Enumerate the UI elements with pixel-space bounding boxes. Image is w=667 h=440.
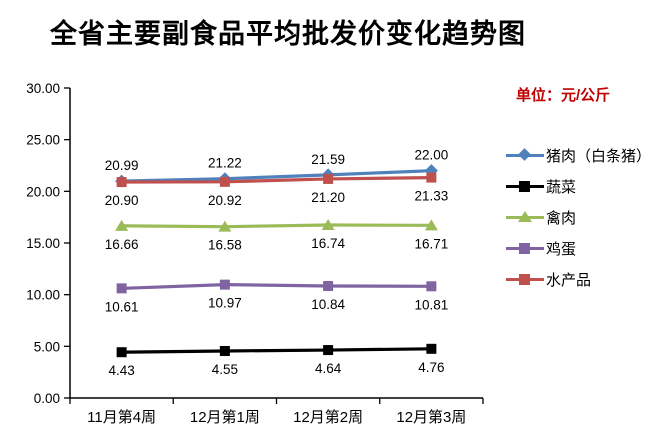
data-label: 10.97: [208, 296, 242, 311]
legend-marker-square-icon: [519, 180, 530, 192]
data-label: 16.66: [105, 237, 139, 252]
marker-square: [426, 172, 437, 183]
marker-triangle: [115, 219, 129, 231]
series-line-3: [121, 283, 432, 290]
data-label: 20.90: [105, 193, 139, 208]
marker-square: [323, 280, 334, 291]
marker-square: [426, 343, 437, 354]
series-line-2: [121, 223, 432, 229]
legend-key-square-icon: [506, 179, 544, 193]
series-line-4: [121, 175, 432, 184]
marker-triangle: [424, 219, 438, 231]
legend-key-diamond-icon: [506, 148, 544, 162]
data-label: 4.43: [108, 363, 134, 378]
legend-item: 水产品: [506, 268, 666, 290]
series-line-1: [121, 347, 432, 354]
y-tick-label: 5.00: [34, 339, 60, 354]
legend-label: 猪肉（白条猪）: [546, 147, 652, 165]
y-tick-label: 10.00: [26, 288, 60, 303]
data-label: 4.76: [418, 360, 444, 375]
legend-item: 蔬菜: [506, 175, 666, 197]
y-tick-label: 25.00: [26, 133, 60, 148]
marker-square: [219, 345, 230, 356]
chart-title: 全省主要副食品平均批发价变化趋势图: [50, 19, 526, 49]
legend-marker-square-icon: [519, 273, 530, 285]
series-line-0: [121, 169, 432, 183]
y-tick-label: 20.00: [26, 184, 60, 199]
legend-key-square-icon: [506, 272, 544, 286]
marker-square: [116, 177, 127, 188]
data-label: 21.59: [311, 152, 345, 167]
legend-label: 鸡蛋: [546, 240, 577, 258]
data-label: 10.61: [105, 299, 139, 314]
data-label: 16.58: [208, 238, 242, 253]
legend-marker-diamond-icon: [518, 148, 531, 161]
legend: 猪肉（白条猪） 蔬菜禽肉鸡蛋水产品: [506, 144, 666, 299]
data-label: 10.84: [311, 297, 345, 312]
x-category-label: 12月第2周: [293, 408, 363, 426]
data-label: 21.33: [414, 189, 448, 204]
marker-triangle: [218, 220, 232, 232]
marker-square: [219, 279, 230, 290]
marker-square: [426, 281, 437, 292]
y-tick-label: 0.00: [34, 391, 60, 406]
legend-key-triangle-icon: [506, 210, 544, 224]
data-label: 20.99: [105, 158, 139, 173]
y-tick-label: 15.00: [26, 236, 60, 251]
marker-square: [323, 173, 334, 184]
data-label: 21.22: [208, 156, 242, 171]
legend-item: 禽肉: [506, 206, 666, 228]
y-tick-label: 30.00: [26, 81, 60, 96]
marker-square: [219, 176, 230, 187]
legend-item: 猪肉（白条猪）: [506, 144, 666, 166]
data-label: 16.74: [311, 236, 345, 251]
unit-label: 单位：元/公斤: [516, 87, 611, 104]
data-label: 4.55: [212, 362, 238, 377]
data-label: 21.20: [311, 190, 345, 205]
marker-square: [323, 345, 334, 356]
marker-square: [116, 283, 127, 294]
x-category-label: 11月第4周: [87, 408, 156, 426]
legend-label: 蔬菜: [546, 178, 577, 196]
marker-square: [116, 347, 127, 358]
legend-key-square-icon: [506, 241, 544, 255]
marker-triangle: [321, 219, 335, 231]
data-label: 10.81: [414, 297, 448, 312]
legend-label: 禽肉: [546, 209, 577, 227]
legend-marker-square-icon: [519, 242, 530, 254]
x-category-label: 12月第1周: [190, 408, 260, 426]
data-label: 4.64: [315, 361, 342, 376]
data-label: 20.92: [208, 193, 242, 208]
data-label: 22.00: [414, 148, 448, 163]
x-category-label: 12月第3周: [396, 408, 466, 426]
data-label: 16.71: [414, 236, 448, 251]
legend-marker-triangle-icon: [518, 211, 532, 222]
legend-item: 鸡蛋: [506, 237, 666, 259]
legend-label: 水产品: [546, 271, 592, 289]
